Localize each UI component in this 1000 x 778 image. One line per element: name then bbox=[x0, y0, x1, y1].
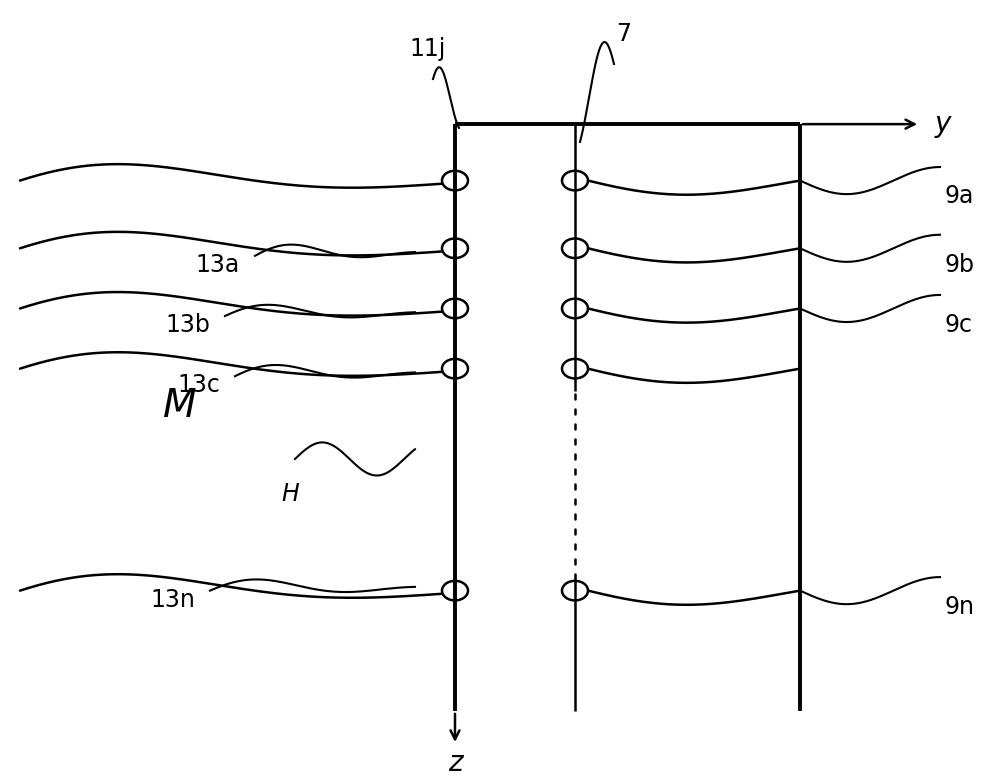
Text: 13c: 13c bbox=[177, 373, 220, 398]
Text: 9n: 9n bbox=[945, 595, 975, 619]
Text: H: H bbox=[281, 482, 299, 506]
Text: 7: 7 bbox=[616, 22, 632, 46]
Text: M: M bbox=[163, 387, 197, 426]
Text: 9a: 9a bbox=[945, 184, 974, 208]
Text: y: y bbox=[935, 110, 951, 138]
Text: 11j: 11j bbox=[410, 37, 446, 61]
Text: 13n: 13n bbox=[150, 587, 195, 612]
Text: z: z bbox=[448, 749, 462, 777]
Text: 13b: 13b bbox=[165, 313, 210, 337]
Text: 9b: 9b bbox=[945, 253, 975, 277]
Text: 13a: 13a bbox=[196, 253, 240, 277]
Text: 9c: 9c bbox=[945, 313, 973, 337]
